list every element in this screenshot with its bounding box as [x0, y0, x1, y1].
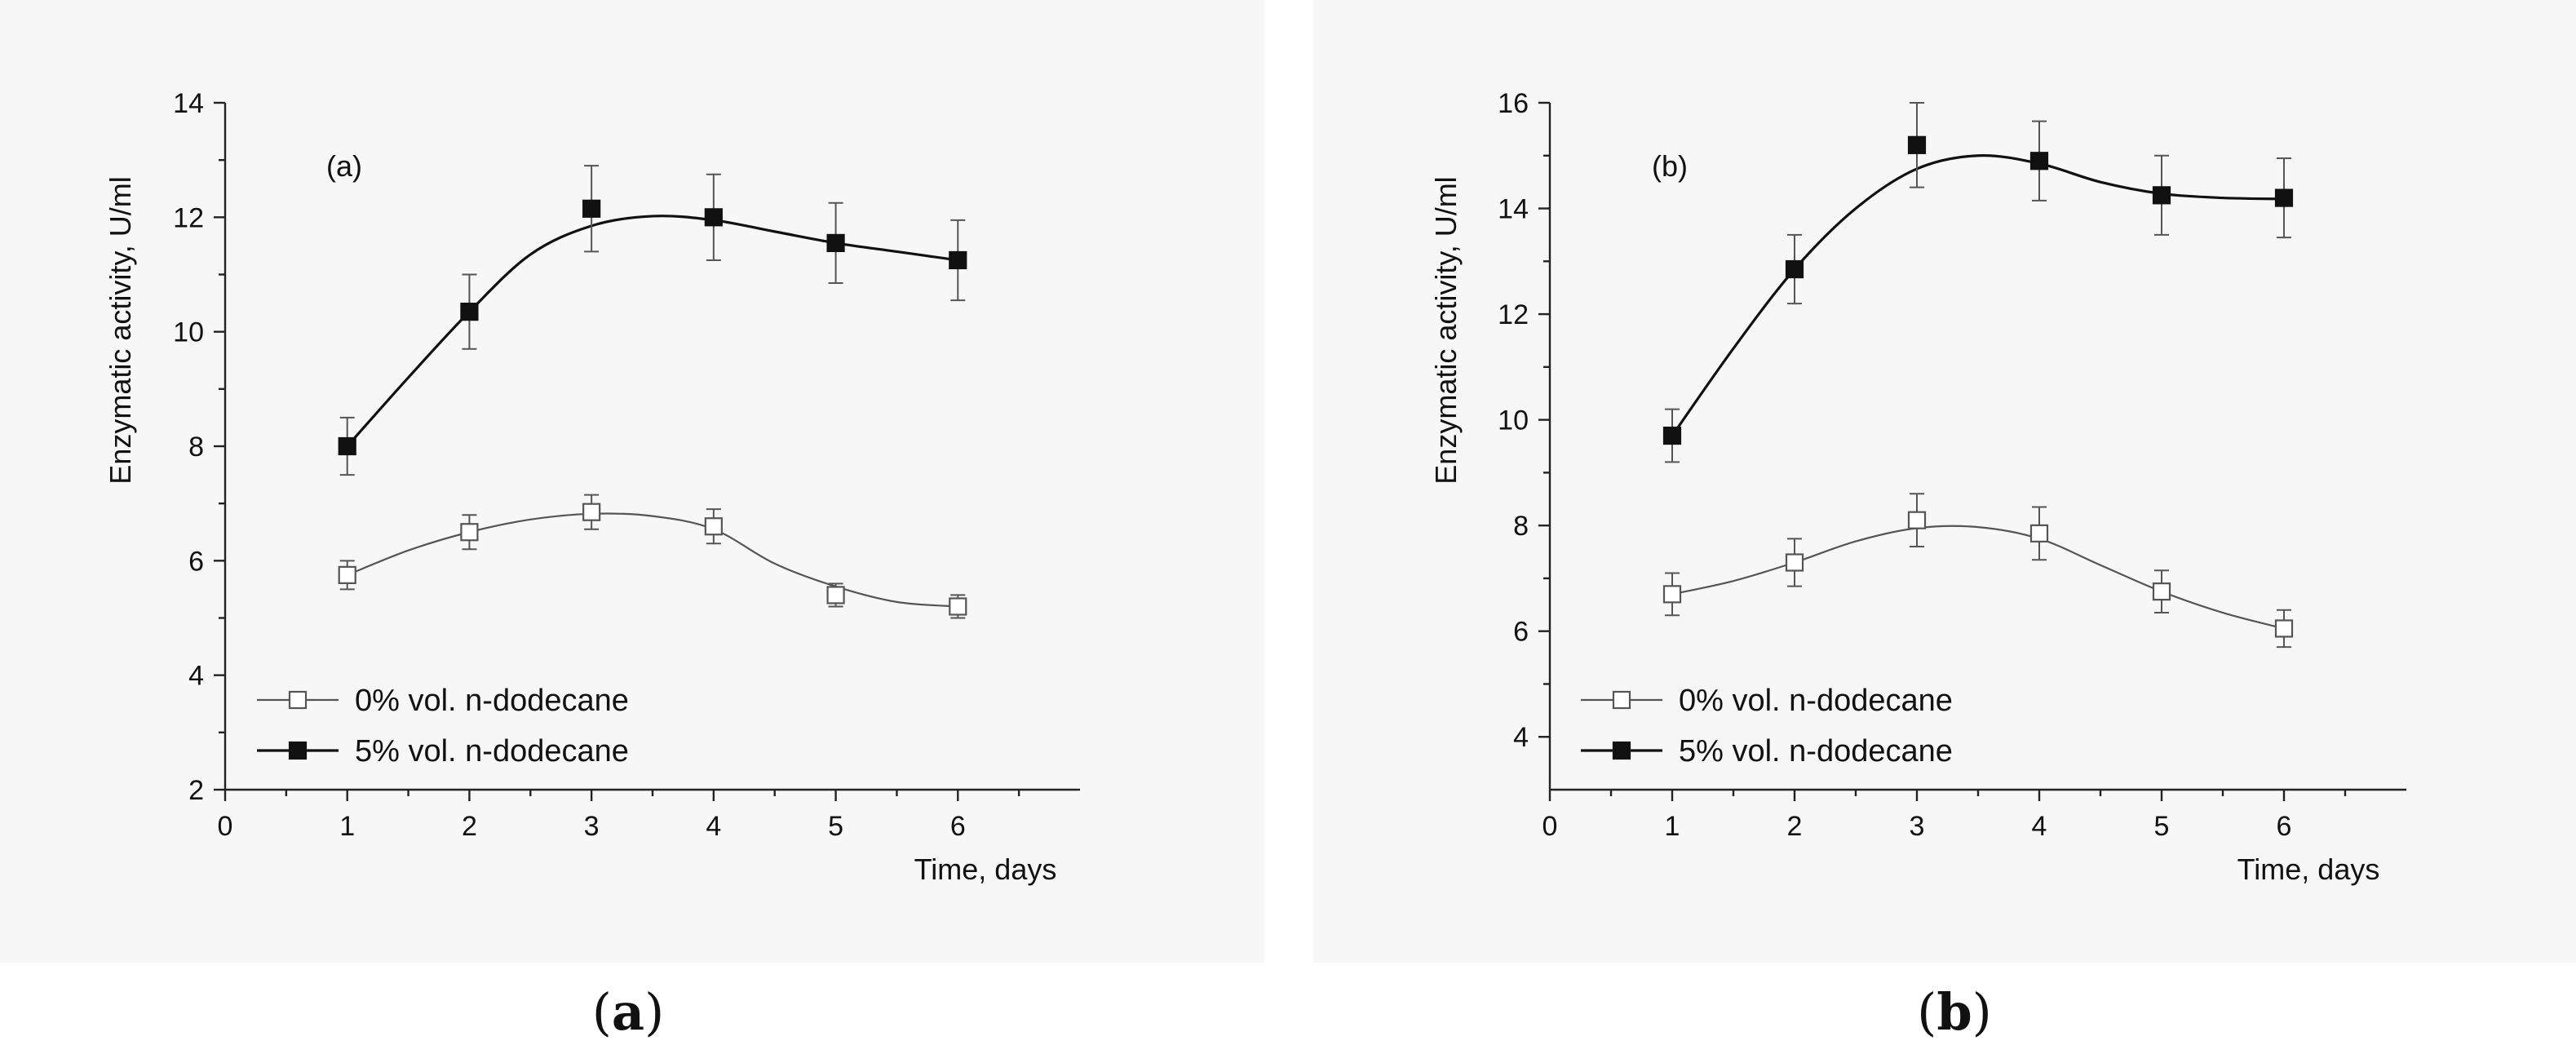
filled-square-marker — [1907, 135, 1927, 154]
x-tick-label: 2 — [462, 811, 477, 842]
open-square-marker — [2029, 524, 2049, 542]
legend-item: 0% vol. n-dodecane — [1581, 684, 1953, 718]
filled-square-marker — [2152, 186, 2171, 205]
x-tick-label: 0 — [218, 811, 233, 842]
y-tick-label: 6 — [188, 546, 204, 577]
caption-a: (a) — [592, 982, 665, 1042]
x-tick-label: 4 — [2032, 811, 2047, 842]
filled-square-marker — [582, 199, 601, 218]
legend-item: 0% vol. n-dodecane — [257, 684, 629, 718]
x-tick-label: 2 — [1787, 811, 1803, 842]
legend-item: 5% vol. n-dodecane — [1581, 734, 1953, 768]
open-square-marker — [2152, 582, 2171, 601]
y-tick-label: 8 — [1513, 511, 1529, 542]
y-tick-label: 16 — [1498, 88, 1529, 119]
caption-a-letter: a — [612, 982, 644, 1042]
panel-label: (a) — [326, 149, 362, 183]
y-tick-label: 10 — [173, 317, 204, 348]
legend-label: 0% vol. n-dodecane — [355, 684, 629, 718]
y-tick-label: 2 — [188, 775, 204, 806]
y-tick-label: 4 — [1513, 722, 1529, 753]
filled-square-marker — [1662, 426, 1682, 445]
x-tick-label: 5 — [2154, 811, 2170, 842]
filled-square-marker — [704, 208, 723, 227]
y-tick-label: 12 — [1498, 299, 1529, 330]
x-tick-label: 6 — [950, 811, 966, 842]
x-tick-label: 0 — [1543, 811, 1558, 842]
filled-square-marker — [949, 250, 967, 270]
x-tick-label: 6 — [2277, 811, 2292, 842]
open-square-marker — [582, 503, 601, 521]
open-square-marker — [338, 565, 356, 584]
series-open — [1662, 493, 2294, 649]
series-curve — [347, 512, 958, 608]
caption-a-open: ( — [592, 982, 612, 1042]
panel-a-background — [0, 0, 1264, 963]
x-tick-label: 1 — [1665, 811, 1680, 842]
x-axis-title: Time, days — [914, 852, 1057, 886]
open-square-marker — [1662, 585, 1682, 604]
y-tick-label: 4 — [188, 661, 204, 692]
open-square-marker — [460, 523, 479, 542]
open-square-marker — [1907, 511, 1927, 529]
x-tick-label: 3 — [584, 811, 600, 842]
y-tick-label: 8 — [188, 432, 204, 463]
x-tick-label: 5 — [828, 811, 843, 842]
x-tick-label: 4 — [706, 811, 721, 842]
x-tick-label: 1 — [339, 811, 355, 842]
legend-open-square-marker — [1612, 690, 1631, 710]
legend-item: 5% vol. n-dodecane — [257, 734, 629, 768]
y-tick-label: 6 — [1513, 617, 1529, 648]
filled-square-marker — [1785, 259, 1804, 279]
series-curve — [346, 215, 958, 448]
y-axis-title: Enzymatic activity, U/ml — [104, 176, 137, 484]
legend-filled-square-marker — [1612, 741, 1631, 760]
y-tick-label: 12 — [173, 202, 204, 233]
open-square-marker — [2274, 619, 2294, 638]
caption-b-letter: b — [1936, 982, 1972, 1042]
series-filled — [338, 165, 967, 476]
series-filled — [1662, 102, 2294, 463]
x-tick-label: 3 — [1910, 811, 1925, 842]
y-tick-label: 14 — [1498, 194, 1529, 225]
x-axis-title: Time, days — [2237, 852, 2380, 886]
open-square-marker — [704, 517, 723, 536]
legend-label: 5% vol. n-dodecane — [1679, 734, 1953, 768]
legend-label: 5% vol. n-dodecane — [355, 734, 629, 768]
panel-b-background — [1313, 0, 2576, 963]
open-square-marker — [1785, 553, 1804, 572]
legend-label: 0% vol. n-dodecane — [1679, 684, 1953, 718]
filled-square-marker — [338, 436, 356, 456]
y-tick-label: 10 — [1498, 405, 1529, 436]
legend-filled-square-marker — [288, 741, 308, 760]
filled-square-marker — [460, 303, 479, 321]
filled-square-marker — [2029, 152, 2049, 170]
open-square-marker — [826, 586, 845, 604]
y-axis-title: Enzymatic activity, U/ml — [1429, 176, 1463, 484]
filled-square-marker — [2274, 188, 2294, 207]
open-square-marker — [949, 597, 967, 616]
caption-b: (b) — [1917, 982, 1992, 1042]
caption-a-close: ) — [644, 982, 664, 1042]
filled-square-marker — [826, 233, 845, 253]
caption-b-close: ) — [1972, 982, 1992, 1042]
legend-open-square-marker — [288, 690, 308, 710]
panel-label: (b) — [1652, 149, 1688, 183]
y-tick-label: 14 — [173, 88, 204, 119]
series-open — [338, 494, 967, 619]
caption-b-open: ( — [1917, 982, 1936, 1042]
series-curve — [1671, 525, 2285, 630]
